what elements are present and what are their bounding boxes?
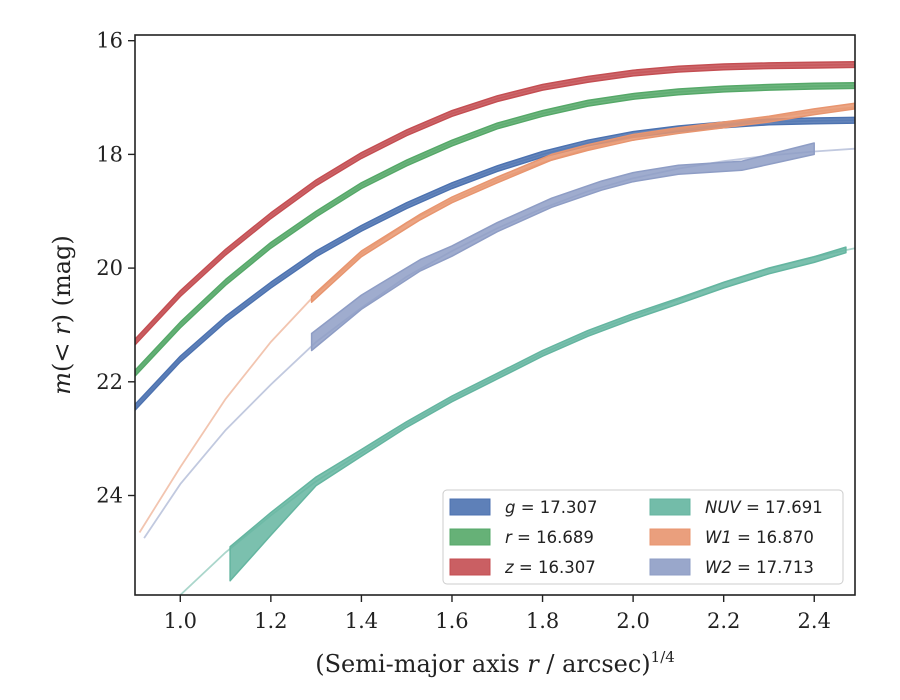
- legend-swatch-w1: [649, 528, 691, 546]
- y-tick-label: 20: [96, 256, 123, 280]
- x-axis-ticks: 1.0 1.2 1.4 1.6 1.8 2.0 2.2 2.4: [164, 595, 831, 633]
- legend-swatch-r: [449, 528, 491, 546]
- data-band-w1: [310, 102, 855, 303]
- y-axis-label-r: r: [48, 322, 76, 335]
- legend: g = 17.307 r = 16.689 z = 16.307 NUV = 17.6…: [442, 489, 844, 585]
- y-tick-label: 24: [96, 484, 123, 508]
- legend-swatch-nuv: [649, 498, 691, 516]
- x-tick-label: 2.4: [798, 609, 831, 633]
- y-axis-label-m: m: [48, 372, 76, 395]
- legend-swatch-g: [449, 498, 491, 516]
- x-tick-label: 1.6: [435, 609, 468, 633]
- x-tick-label: 2.0: [616, 609, 649, 633]
- data-band-r: [135, 82, 855, 377]
- legend-label-w2: W2 = 17.713: [705, 558, 814, 577]
- y-axis-label: m(< r) (mag): [48, 235, 76, 395]
- y-tick-label: 18: [96, 142, 123, 166]
- plot-frame: [134, 34, 856, 596]
- y-axis-label-open: (<: [48, 335, 76, 372]
- y-axis-label-close: ) (mag): [48, 235, 76, 323]
- legend-swatch-w2: [649, 558, 691, 576]
- data-band-g: [135, 116, 855, 411]
- legend-label-z: z = 16.307: [504, 558, 596, 577]
- x-axis-label-suffix: / arcsec): [539, 650, 651, 678]
- x-axis-label-var: r: [527, 650, 540, 678]
- x-axis-label-prefix: (Semi-major axis: [315, 650, 527, 678]
- x-axis-label: (Semi-major axis r / arcsec)1/4: [315, 648, 675, 678]
- x-tick-label: 2.2: [707, 609, 740, 633]
- legend-label-g: g = 17.307: [505, 498, 598, 517]
- model-line-w2: [143, 147, 855, 539]
- data-band-w2: [310, 142, 815, 352]
- data-band-z: [135, 60, 855, 346]
- legend-frame: [442, 489, 844, 585]
- curves-layer: [135, 60, 855, 595]
- x-tick-label: 1.0: [164, 609, 197, 633]
- model-line-z: [135, 63, 855, 343]
- legend-swatch-z: [449, 558, 491, 576]
- y-tick-label: 22: [96, 370, 123, 394]
- data-band-nuv: [229, 246, 847, 582]
- x-tick-label: 1.4: [345, 609, 378, 633]
- legend-label-nuv: NUV = 17.691: [705, 498, 823, 517]
- y-axis-ticks: 16 18 20 22 24: [96, 29, 135, 508]
- x-tick-label: 1.8: [526, 609, 559, 633]
- legend-label-r: r = 16.689: [505, 528, 594, 547]
- x-tick-label: 1.2: [254, 609, 287, 633]
- legend-label-w1: W1 = 16.870: [705, 528, 814, 547]
- y-tick-label: 16: [96, 29, 123, 53]
- x-axis-label-exponent: 1/4: [651, 648, 675, 666]
